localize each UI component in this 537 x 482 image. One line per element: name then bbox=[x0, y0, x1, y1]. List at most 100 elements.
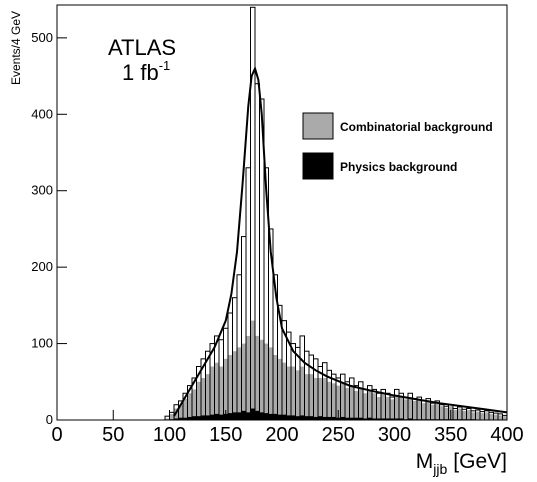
histogram-bar bbox=[246, 412, 251, 420]
histogram-bar bbox=[417, 400, 422, 420]
histogram-bar bbox=[219, 414, 224, 420]
histogram-bar bbox=[385, 418, 390, 420]
legend-swatch bbox=[302, 112, 334, 140]
histogram-bar bbox=[340, 416, 345, 420]
histogram-bar bbox=[354, 390, 359, 420]
histogram-bar bbox=[439, 406, 444, 420]
histogram-bar bbox=[327, 381, 332, 420]
histogram-bar bbox=[255, 410, 260, 420]
histogram-bar bbox=[430, 404, 435, 420]
x-label-unit: [GeV] bbox=[453, 450, 507, 473]
histogram-bar bbox=[444, 407, 449, 420]
histogram-bar bbox=[273, 413, 278, 420]
legend-label: Combinatorial background bbox=[340, 120, 493, 134]
histogram-bar bbox=[363, 418, 368, 420]
histogram-bar bbox=[408, 397, 413, 420]
histogram-bar bbox=[340, 383, 345, 420]
histogram-bar bbox=[403, 399, 408, 420]
x-tick-label: 300 bbox=[378, 424, 411, 446]
histogram-bar bbox=[318, 416, 323, 420]
x-tick-label: 0 bbox=[51, 424, 62, 446]
histogram-bar bbox=[381, 393, 386, 420]
histogram-bar bbox=[376, 397, 381, 420]
lumi-sup: -1 bbox=[159, 58, 171, 73]
y-tick-label: 500 bbox=[31, 30, 53, 45]
histogram-bar bbox=[232, 351, 237, 420]
histogram-bar bbox=[502, 416, 507, 420]
histogram-bar bbox=[466, 410, 471, 420]
histogram-bar bbox=[480, 413, 485, 420]
histogram-bar bbox=[475, 411, 480, 420]
histogram-bar bbox=[457, 408, 462, 420]
histogram-bar bbox=[313, 416, 318, 420]
histogram-bar bbox=[169, 413, 174, 420]
histogram-bar bbox=[187, 393, 192, 420]
histogram-bar bbox=[372, 418, 377, 420]
histogram-bar bbox=[390, 399, 395, 420]
histogram-bar bbox=[493, 414, 498, 420]
histogram-bar bbox=[255, 335, 260, 420]
histogram-bar bbox=[187, 416, 192, 420]
histogram-bar bbox=[228, 355, 233, 420]
fit-curve bbox=[173, 65, 508, 417]
y-tick-label: 200 bbox=[31, 259, 53, 274]
histogram-bar bbox=[291, 366, 296, 420]
histogram-bar bbox=[178, 404, 183, 420]
histogram-bar bbox=[345, 387, 350, 420]
atlas-label: ATLAS bbox=[108, 35, 176, 60]
histogram-bar bbox=[259, 339, 264, 420]
histogram-bar bbox=[250, 320, 255, 420]
luminosity-label: 1 fb-1 bbox=[122, 58, 170, 85]
histogram-bar bbox=[367, 390, 372, 420]
y-axis-label: Events/4 GeV bbox=[9, 11, 23, 85]
histogram-bar bbox=[241, 343, 246, 420]
y-tick-label: 0 bbox=[46, 412, 53, 427]
histogram-bar bbox=[277, 358, 282, 420]
histogram-bar bbox=[435, 403, 440, 420]
histogram-bar bbox=[273, 355, 278, 420]
histogram-bar bbox=[196, 416, 201, 420]
histogram-bar bbox=[354, 417, 359, 420]
x-tick-label: 350 bbox=[434, 424, 467, 446]
histogram-bar bbox=[282, 414, 287, 420]
histogram-bar bbox=[367, 417, 372, 420]
histogram-bar bbox=[336, 385, 341, 420]
histogram-bar bbox=[421, 403, 426, 420]
histogram-bar bbox=[183, 398, 188, 420]
histogram-bar bbox=[210, 414, 215, 420]
histogram-bar bbox=[201, 377, 206, 420]
y-tick-label: 300 bbox=[31, 183, 53, 198]
histogram-bar bbox=[498, 415, 503, 420]
histogram-bar bbox=[174, 418, 179, 420]
histogram-bar bbox=[286, 415, 291, 420]
histogram-bar bbox=[210, 366, 215, 420]
histogram-bar bbox=[399, 397, 404, 420]
histogram-bar bbox=[412, 400, 417, 420]
histogram-bar bbox=[286, 366, 291, 420]
histogram-bar bbox=[214, 362, 219, 420]
histogram-bar bbox=[408, 418, 413, 420]
histogram-bar bbox=[309, 416, 314, 420]
y-tick-label: 400 bbox=[31, 106, 53, 121]
histogram-bar bbox=[268, 413, 273, 420]
histogram-bar bbox=[309, 374, 314, 420]
histogram-bar bbox=[192, 416, 197, 420]
x-label-sub: jjb bbox=[432, 461, 447, 477]
histogram-bar bbox=[358, 387, 363, 420]
histogram-bar bbox=[345, 417, 350, 420]
histogram-bar bbox=[390, 418, 395, 420]
histogram-bar bbox=[183, 417, 188, 420]
histogram-bar bbox=[268, 347, 273, 420]
histogram-bar bbox=[300, 366, 305, 420]
histogram-bar bbox=[178, 417, 183, 420]
histogram-bar bbox=[349, 385, 354, 420]
histogram-bar bbox=[241, 410, 246, 420]
histogram-bar bbox=[331, 383, 336, 420]
histogram-bar bbox=[471, 412, 476, 420]
histogram-bar bbox=[484, 412, 489, 420]
histogram-bar bbox=[385, 397, 390, 420]
histogram-bar bbox=[489, 413, 494, 420]
histogram-bar bbox=[381, 418, 386, 420]
histogram-bar bbox=[295, 370, 300, 420]
